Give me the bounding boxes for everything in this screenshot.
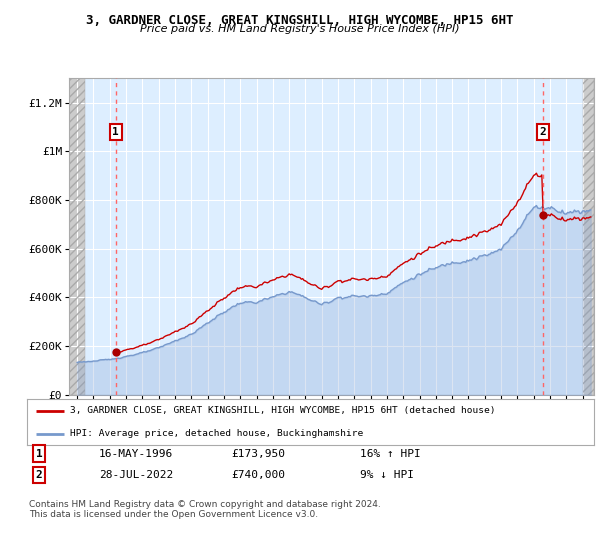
Text: 1: 1 <box>112 127 119 137</box>
Text: 16% ↑ HPI: 16% ↑ HPI <box>360 449 421 459</box>
Bar <box>583 78 594 395</box>
Bar <box>69 78 85 395</box>
Text: 3, GARDNER CLOSE, GREAT KINGSHILL, HIGH WYCOMBE, HP15 6HT (detached house): 3, GARDNER CLOSE, GREAT KINGSHILL, HIGH … <box>70 406 495 416</box>
Text: 2: 2 <box>539 127 547 137</box>
Text: £173,950: £173,950 <box>231 449 285 459</box>
Text: 9% ↓ HPI: 9% ↓ HPI <box>360 470 414 480</box>
Text: 3, GARDNER CLOSE, GREAT KINGSHILL, HIGH WYCOMBE, HP15 6HT: 3, GARDNER CLOSE, GREAT KINGSHILL, HIGH … <box>86 14 514 27</box>
Text: 1: 1 <box>35 449 43 459</box>
Text: HPI: Average price, detached house, Buckinghamshire: HPI: Average price, detached house, Buck… <box>70 429 363 438</box>
Text: £740,000: £740,000 <box>231 470 285 480</box>
Text: 28-JUL-2022: 28-JUL-2022 <box>99 470 173 480</box>
Text: Contains HM Land Registry data © Crown copyright and database right 2024.
This d: Contains HM Land Registry data © Crown c… <box>29 500 380 519</box>
Text: Price paid vs. HM Land Registry's House Price Index (HPI): Price paid vs. HM Land Registry's House … <box>140 24 460 34</box>
Text: 2: 2 <box>35 470 43 480</box>
Bar <box>69 78 85 395</box>
Text: 16-MAY-1996: 16-MAY-1996 <box>99 449 173 459</box>
Bar <box>583 78 594 395</box>
